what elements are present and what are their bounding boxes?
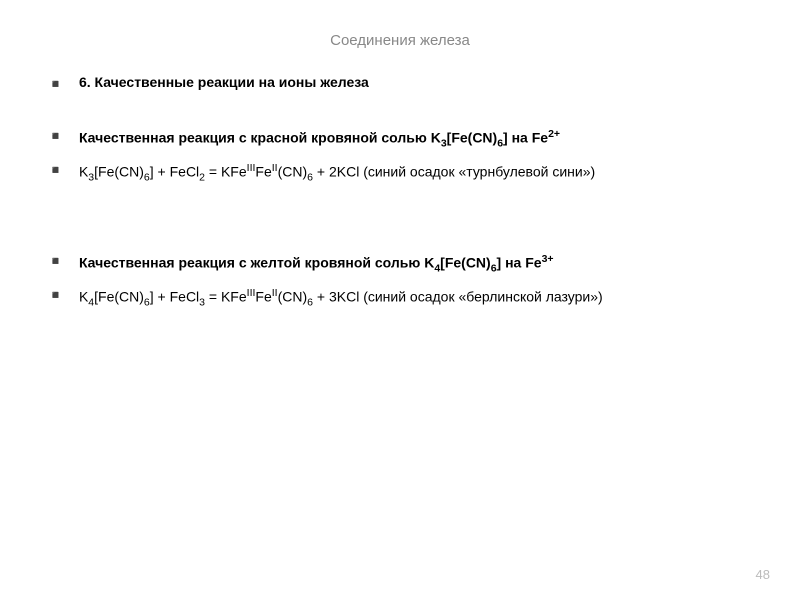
text-fragment: + 2KCl (синий осадок «турнбулевой сини»): [313, 164, 595, 180]
text-fragment: (CN): [278, 289, 308, 305]
bullet-marker-icon: ◾: [48, 252, 63, 270]
text-fragment: ] + FeCl: [150, 164, 199, 180]
text-fragment: [Fe(CN): [440, 255, 491, 271]
bullet-section1-equation: ◾ K3[Fe(CN)6] + FeCl2 = KFeIIIFeII(CN)6 …: [48, 159, 752, 187]
bullet-marker-icon: ◾: [48, 286, 63, 304]
section2-equation: K4[Fe(CN)6] + FeCl3 = KFeIIIFeII(CN)6 + …: [79, 284, 752, 312]
bullet-marker-icon: ◾: [48, 161, 63, 179]
section1-title: Качественная реакция с красной кровяной …: [79, 125, 752, 153]
text-fragment: [Fe(CN): [447, 130, 498, 146]
heading-text: 6. Качественные реакции на ионы железа: [79, 73, 752, 92]
text-fragment: Качественная реакция с красной кровяной …: [79, 130, 441, 146]
slide-title: Соединения железа: [0, 0, 800, 73]
text-fragment: K: [79, 164, 88, 180]
text-fragment: ] на Fe: [503, 130, 548, 146]
content-area: ◾ 6. Качественные реакции на ионы железа…: [0, 73, 800, 313]
text-fragment: + 3KCl (синий осадок «берлинской лазури»…: [313, 289, 603, 305]
bullet-section2-equation: ◾ K4[Fe(CN)6] + FeCl3 = KFeIIIFeII(CN)6 …: [48, 284, 752, 312]
superscript: 3+: [542, 253, 554, 265]
text-fragment: (CN): [278, 164, 308, 180]
bullet-section2-title: ◾ Качественная реакция с желтой кровяной…: [48, 250, 752, 278]
gap: [48, 99, 752, 125]
text-fragment: ] на Fe: [497, 255, 542, 271]
bullet-marker-icon: ◾: [48, 127, 63, 145]
text-fragment: Fe: [255, 289, 271, 305]
gap-large: [48, 194, 752, 250]
text-fragment: ] + FeCl: [150, 289, 199, 305]
text-fragment: [Fe(CN): [94, 164, 144, 180]
text-fragment: K: [79, 289, 88, 305]
text-fragment: Fe: [255, 164, 271, 180]
superscript: 2+: [548, 128, 560, 140]
text-fragment: Качественная реакция с желтой кровяной с…: [79, 255, 434, 271]
text-fragment: = KFe: [205, 164, 247, 180]
page-number: 48: [756, 567, 770, 582]
bullet-heading: ◾ 6. Качественные реакции на ионы железа: [48, 73, 752, 93]
bullet-section1-title: ◾ Качественная реакция с красной кровяно…: [48, 125, 752, 153]
text-fragment: = KFe: [205, 289, 247, 305]
text-fragment: [Fe(CN): [94, 289, 144, 305]
section1-equation: K3[Fe(CN)6] + FeCl2 = KFeIIIFeII(CN)6 + …: [79, 159, 752, 187]
bullet-marker-icon: ◾: [48, 75, 63, 93]
section2-title: Качественная реакция с желтой кровяной с…: [79, 250, 752, 278]
